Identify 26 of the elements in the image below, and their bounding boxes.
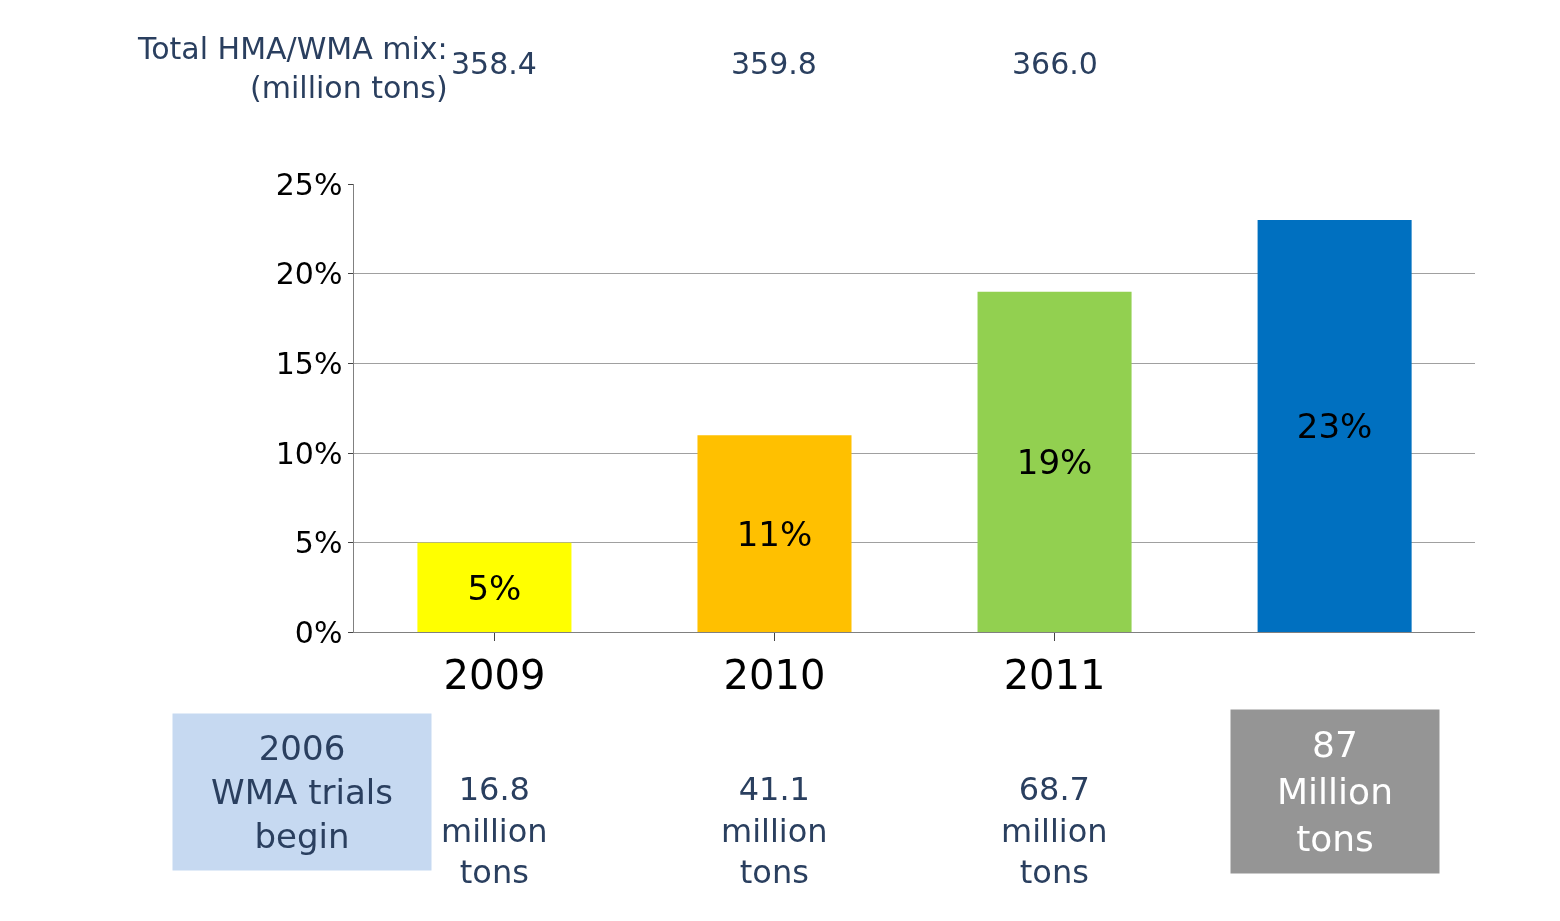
text: 2006 WMA trials begin — [211, 728, 393, 857]
data-label: 23% — [1296, 406, 1373, 447]
y-tick-label: 5% — [294, 525, 343, 561]
y-tick-label: 15% — [275, 345, 343, 381]
y-tick-label: 20% — [275, 256, 343, 292]
text: 359.8 — [731, 46, 817, 81]
x-tick-label: 2009 — [443, 652, 546, 699]
text: 68.7 million tons — [1001, 770, 1108, 892]
bar — [1257, 220, 1412, 633]
x-tick-label: 2010 — [723, 652, 826, 699]
data-label: 11% — [736, 513, 813, 554]
y-tick-label: 10% — [275, 435, 343, 471]
text: 358.4 — [451, 46, 537, 81]
bar — [977, 291, 1132, 633]
text: 41.1 million tons — [721, 770, 828, 892]
data-label: 19% — [1016, 442, 1093, 483]
text: 16.8 million tons — [441, 770, 548, 892]
text: Total HMA/WMA mix: (million tons) — [137, 31, 448, 105]
y-tick-label: 0% — [294, 614, 343, 650]
data-label: 5% — [467, 567, 522, 608]
x-tick-label: 2011 — [1003, 652, 1106, 699]
text: 87 Million tons — [1277, 724, 1393, 859]
bar — [697, 435, 852, 633]
text: 366.0 — [1012, 46, 1098, 81]
bar — [417, 542, 572, 633]
y-tick-label: 25% — [275, 166, 343, 202]
